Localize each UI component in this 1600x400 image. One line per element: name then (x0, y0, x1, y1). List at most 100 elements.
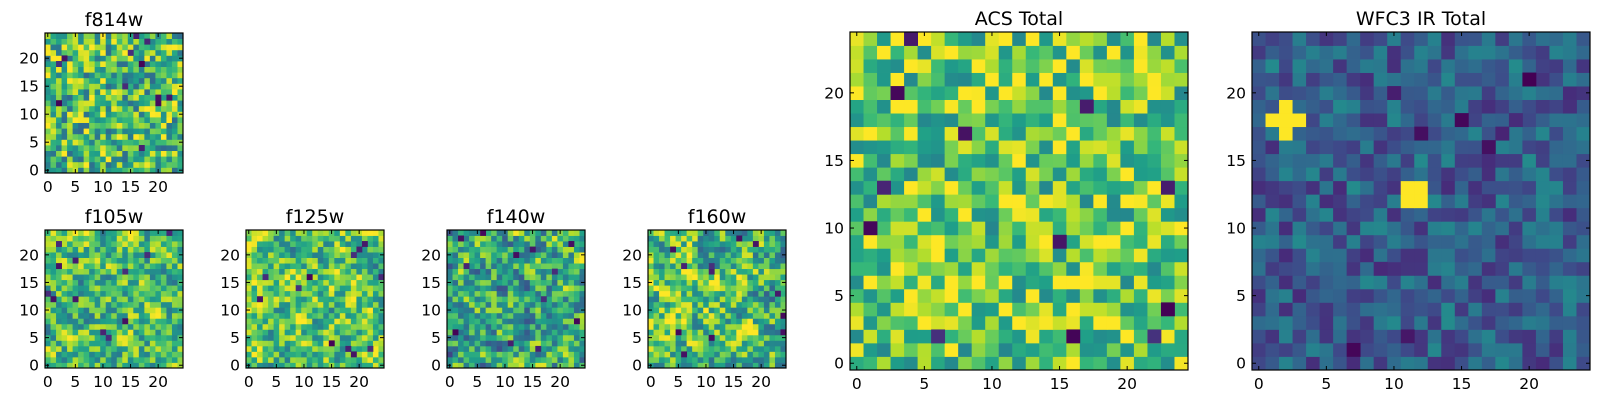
heatmap-cell (94, 257, 101, 264)
heatmap-cell (1427, 221, 1442, 236)
heatmap-cell (100, 296, 107, 303)
heatmap-cell (686, 307, 693, 314)
heatmap-cell (780, 323, 787, 330)
heatmap-cell (1549, 113, 1564, 128)
heatmap-cell (306, 230, 313, 236)
heatmap-cell (1522, 86, 1537, 100)
heatmap-cell (133, 252, 140, 258)
heatmap-cell (160, 150, 167, 157)
heatmap-cell (262, 263, 269, 270)
heatmap-cell (1039, 261, 1054, 276)
heatmap-cell (670, 362, 676, 369)
heatmap-cell (496, 323, 503, 330)
heatmap-cell (1495, 126, 1510, 141)
heatmap-cell (447, 356, 453, 363)
heatmap-cell (1147, 59, 1162, 73)
heatmap-cell (725, 351, 732, 358)
heatmap-cell (675, 345, 682, 352)
heatmap-cell (72, 122, 79, 129)
heatmap-cell (105, 307, 112, 314)
heatmap-cell (747, 290, 754, 297)
heatmap-cell (708, 257, 715, 264)
heatmap-cell (1292, 113, 1307, 128)
heatmap-cell (284, 279, 291, 286)
heatmap-cell (958, 356, 973, 371)
heatmap-cell (1549, 59, 1564, 73)
heatmap-cell (447, 296, 453, 303)
heatmap-cell (1468, 315, 1483, 330)
heatmap-cell (279, 279, 286, 286)
heatmap-cell (780, 230, 787, 236)
heatmap-cell (122, 33, 129, 39)
heatmap-cell (83, 145, 90, 151)
heatmap-cell (149, 323, 156, 330)
heatmap-cell (703, 296, 710, 303)
heatmap-cell (166, 128, 173, 135)
y-tick-label: 5 (834, 287, 844, 305)
heatmap-cell (1333, 275, 1348, 290)
heatmap-cell (1160, 59, 1175, 73)
heatmap-cell (1052, 126, 1067, 141)
heatmap-cell (1012, 86, 1027, 100)
heatmap-cell (306, 301, 313, 308)
heatmap-cell (1133, 261, 1148, 276)
heatmap-cell (133, 89, 140, 95)
heatmap-cell (67, 263, 73, 270)
heatmap-cell (463, 351, 470, 358)
heatmap-cell (257, 318, 263, 325)
heatmap-cell (72, 150, 79, 157)
heatmap-cell (1346, 356, 1361, 371)
heatmap-cell (171, 105, 178, 112)
heatmap-cell (675, 301, 682, 308)
heatmap-cell (1160, 356, 1175, 371)
heatmap-cell (50, 235, 57, 242)
heatmap-cell (752, 296, 759, 303)
heatmap-cell (111, 340, 118, 347)
heatmap-cell (295, 356, 302, 363)
heatmap-cell (1346, 113, 1361, 128)
heatmap-cell (562, 230, 569, 236)
heatmap-cell (529, 274, 536, 281)
heatmap-cell (122, 252, 129, 258)
heatmap-cell (1052, 72, 1067, 87)
heatmap-cell (719, 362, 726, 369)
heatmap-cell (1147, 180, 1162, 195)
heatmap-cell (518, 230, 525, 236)
heatmap-cell (664, 279, 671, 286)
heatmap-cell (257, 345, 263, 352)
heatmap-cell (1174, 342, 1189, 357)
heatmap-cell (1252, 221, 1266, 236)
heatmap-cell (1495, 167, 1510, 182)
heatmap-cell (562, 356, 569, 363)
heatmap-cell (1346, 167, 1361, 182)
heatmap-cell (138, 285, 145, 292)
heatmap-cell (769, 356, 776, 363)
x-tick-label: 0 (1254, 375, 1264, 393)
heatmap-cell (780, 351, 787, 358)
heatmap-cell (61, 279, 68, 286)
heatmap-cell (1292, 194, 1307, 209)
heatmap-cell (94, 268, 101, 275)
heatmap-cell (262, 329, 269, 336)
heatmap-cell (557, 351, 564, 358)
heatmap-cell (1025, 248, 1040, 263)
heatmap-cell (458, 285, 464, 292)
heatmap-cell (491, 340, 498, 347)
heatmap-cell (177, 44, 184, 51)
heatmap-cell (177, 72, 184, 79)
heatmap-cell (1427, 248, 1442, 263)
heatmap-cell (61, 38, 68, 45)
heatmap-cell (312, 362, 319, 369)
heatmap-cell (850, 180, 864, 195)
heatmap-cell (719, 329, 726, 336)
heatmap-cell (1319, 140, 1334, 155)
heatmap-cell (529, 329, 536, 336)
heatmap-cell (485, 285, 492, 292)
heatmap-cell (361, 263, 368, 270)
heatmap-cell (474, 279, 481, 286)
heatmap-cell (1333, 126, 1348, 141)
heatmap-cell (1292, 261, 1307, 276)
heatmap-cell (697, 263, 704, 270)
heatmap-cell (863, 126, 878, 141)
